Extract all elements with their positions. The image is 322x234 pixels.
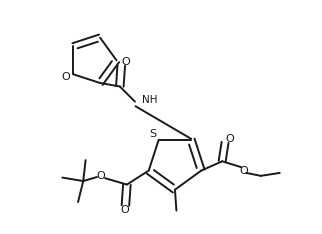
Text: O: O xyxy=(240,166,248,176)
Text: O: O xyxy=(121,57,130,67)
Text: O: O xyxy=(120,205,128,215)
Text: O: O xyxy=(62,72,71,82)
Text: S: S xyxy=(149,129,156,139)
Text: O: O xyxy=(225,135,234,144)
Text: NH: NH xyxy=(143,95,158,106)
Text: O: O xyxy=(96,171,105,181)
